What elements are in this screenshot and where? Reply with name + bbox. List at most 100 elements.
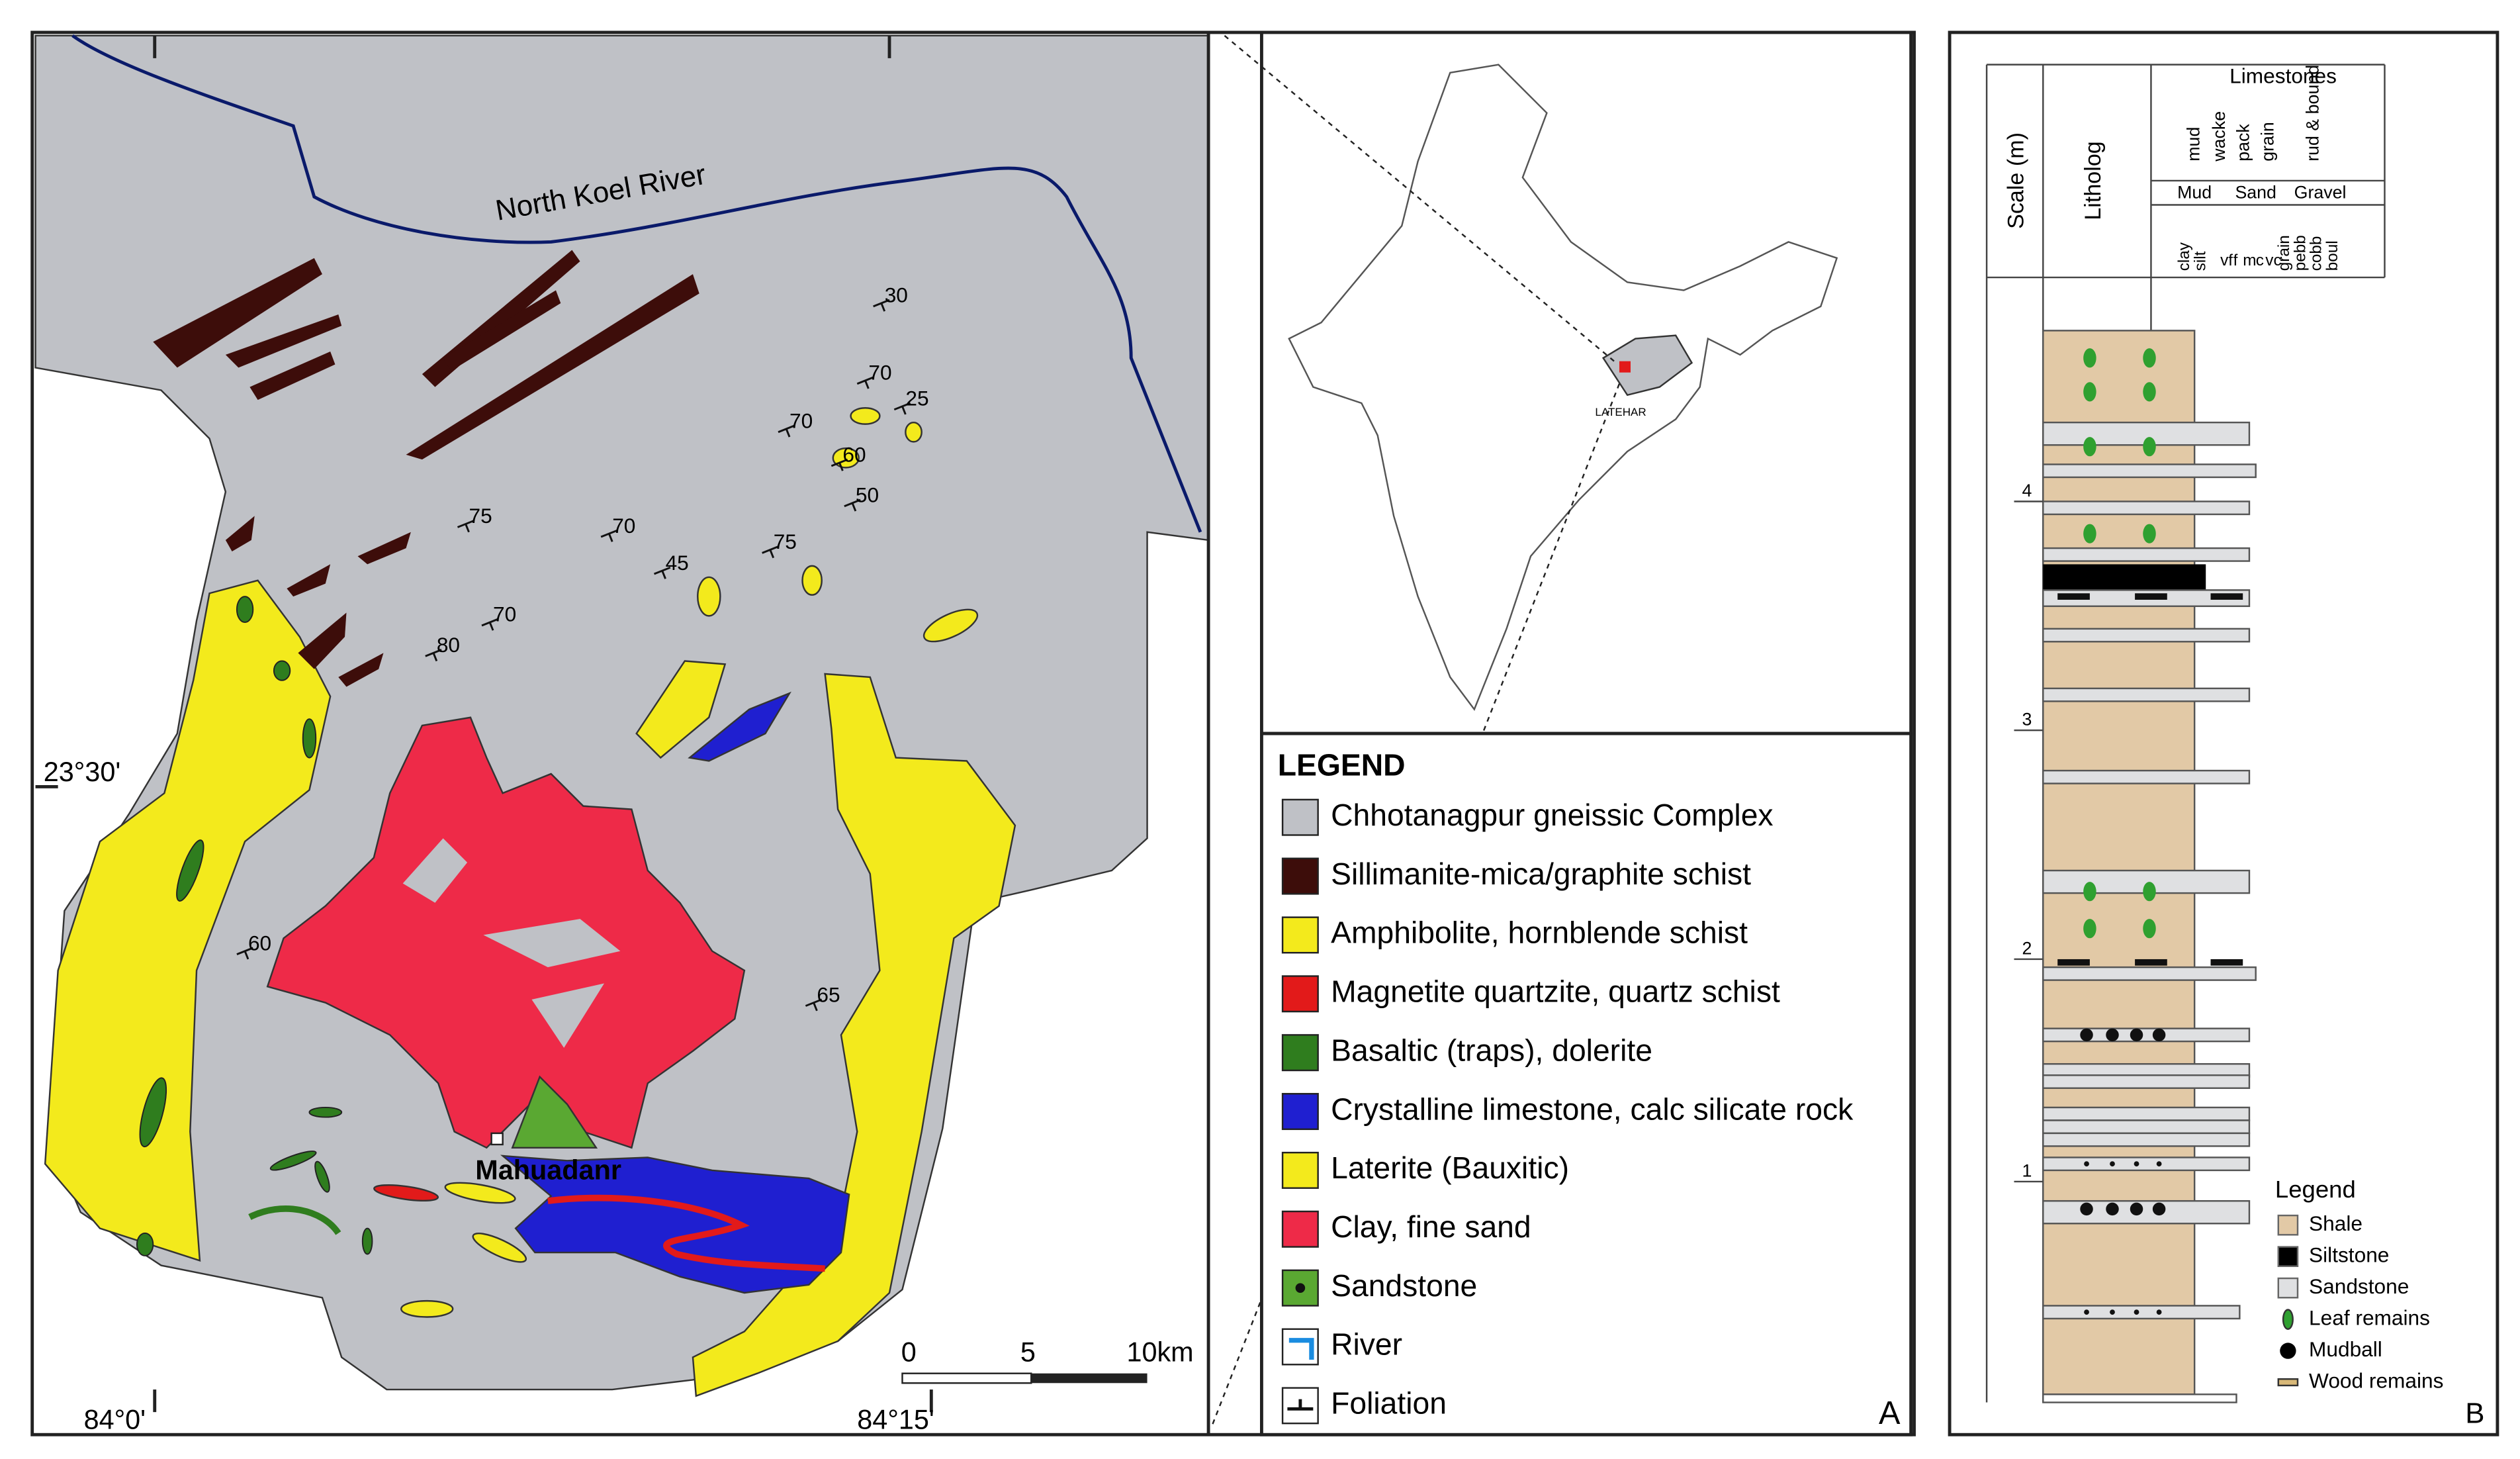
- scale-label: 0: [901, 1337, 917, 1367]
- mudball: [2084, 1161, 2089, 1167]
- leaf-symbol: [2143, 882, 2156, 902]
- latitude-label: 23°30': [44, 757, 121, 787]
- grain-group: Sand: [2235, 183, 2276, 203]
- foliation-symbol: [893, 402, 911, 415]
- leaf-symbol: [2143, 348, 2156, 368]
- dip-label: 65: [817, 982, 840, 1006]
- limestone-area: [500, 1154, 850, 1294]
- schist: [357, 532, 411, 565]
- dip-label: 60: [842, 443, 866, 467]
- basalt-group: [136, 596, 373, 1256]
- leaf-symbol: [2143, 524, 2156, 543]
- leaf-symbol: [2083, 382, 2096, 402]
- wood-symbol: [2135, 593, 2167, 600]
- panel-label: A: [1879, 1395, 1901, 1431]
- shale-bed: [2042, 330, 2196, 1395]
- legend-swatch: [1281, 1093, 1319, 1131]
- leaf-symbol: [2083, 919, 2096, 939]
- grain-size: pebb: [2291, 235, 2309, 271]
- basalt: [308, 1106, 343, 1118]
- leader-line: [1224, 34, 1617, 364]
- sandstone-bed: [2042, 500, 2251, 516]
- sandstone-bed: [2042, 769, 2251, 784]
- limestone-type: grain: [2257, 122, 2277, 162]
- schist: [298, 612, 347, 669]
- basalt: [273, 660, 291, 681]
- foliation-symbol: [831, 458, 848, 471]
- legend-symbol: [1295, 1283, 1306, 1293]
- grain-group: Gravel: [2294, 183, 2347, 203]
- grain-group: Mud: [2177, 183, 2212, 203]
- quartzite: [373, 1184, 439, 1202]
- geologic-map: North Koel River Mahuadanr 23°30' 84°0' …: [34, 34, 1210, 1435]
- legend-swatch: [2282, 1309, 2294, 1330]
- amphibolite: [850, 407, 881, 425]
- limestone-type: rud & bound: [2302, 65, 2322, 162]
- india-outline: [1288, 64, 1838, 712]
- grain-size: vc: [2265, 252, 2281, 269]
- sandstone-bed: [2042, 463, 2257, 479]
- sandstone-bed: [2042, 628, 2251, 643]
- legend-label: Shale: [2309, 1211, 2362, 1235]
- limestone-area: [688, 691, 791, 762]
- basalt: [236, 596, 254, 624]
- scale-bar: 0 5 10km: [901, 1337, 1194, 1384]
- schist: [338, 653, 384, 687]
- mudball: [2106, 1202, 2119, 1216]
- legend-label: Mudball: [2309, 1337, 2382, 1361]
- laterite: [801, 565, 823, 596]
- foliation-group: 30 70 25 70 60 50 75 70 75 45 70 80 60 65: [236, 283, 929, 1012]
- mudball: [2152, 1202, 2166, 1216]
- mudball: [2152, 1028, 2166, 1042]
- foliation-symbol: [653, 566, 671, 579]
- sandstone-bed: [2042, 687, 2251, 702]
- legend-swatch: [1281, 1034, 1319, 1072]
- limestone-type: mud: [2183, 127, 2203, 162]
- grain-size: m: [2243, 252, 2256, 269]
- dip-label: 45: [666, 551, 689, 575]
- basalt: [269, 1151, 317, 1171]
- schist: [443, 290, 561, 371]
- schist: [406, 274, 699, 460]
- leaf-symbol: [2083, 437, 2096, 457]
- foliation-symbol: [856, 376, 874, 389]
- mudball: [2134, 1161, 2139, 1167]
- foliation-symbol: [481, 618, 498, 631]
- foliation-symbol: [457, 520, 474, 533]
- amphibolite: [400, 1299, 454, 1318]
- grain-size: c: [2256, 252, 2264, 269]
- mudball: [2080, 1028, 2093, 1042]
- sandstone-bed: [2042, 1200, 2251, 1225]
- dip-label: 70: [868, 360, 891, 384]
- base-bed: [2042, 1393, 2237, 1403]
- legend-swatch: [2277, 1214, 2299, 1236]
- grain-size: vf: [2220, 252, 2233, 269]
- dip-label: 75: [774, 530, 797, 553]
- mudball: [2110, 1309, 2115, 1315]
- legend-title: LEGEND: [1278, 747, 1406, 782]
- mudball: [2106, 1028, 2119, 1042]
- amphibolite: [905, 421, 922, 443]
- grain-size: boul: [2323, 240, 2341, 271]
- legend-label: Amphibolite, hornblende schist: [1331, 916, 1748, 950]
- schist-group: [153, 250, 699, 687]
- scale-tick-label: 2: [2022, 938, 2032, 958]
- laterite: [697, 576, 721, 617]
- longitude-label: 84°15': [857, 1405, 934, 1435]
- legend-symbol: [1288, 1338, 1314, 1360]
- legend-swatch: [2277, 1246, 2299, 1267]
- legend-label: Sandstone: [1331, 1268, 1477, 1303]
- wood-symbol: [2210, 959, 2243, 966]
- legend-swatch: [1281, 975, 1319, 1013]
- foliation-symbol: [844, 498, 861, 512]
- schist: [225, 516, 255, 551]
- leaf-symbol: [2083, 348, 2096, 368]
- laterite: [692, 673, 1016, 1397]
- leaf-symbol: [2143, 919, 2156, 939]
- basalt: [248, 1205, 341, 1235]
- legend-label: Laterite (Bauxitic): [1331, 1151, 1569, 1185]
- schist: [225, 314, 342, 368]
- basalt: [302, 718, 317, 759]
- foliation-symbol: [805, 998, 823, 1012]
